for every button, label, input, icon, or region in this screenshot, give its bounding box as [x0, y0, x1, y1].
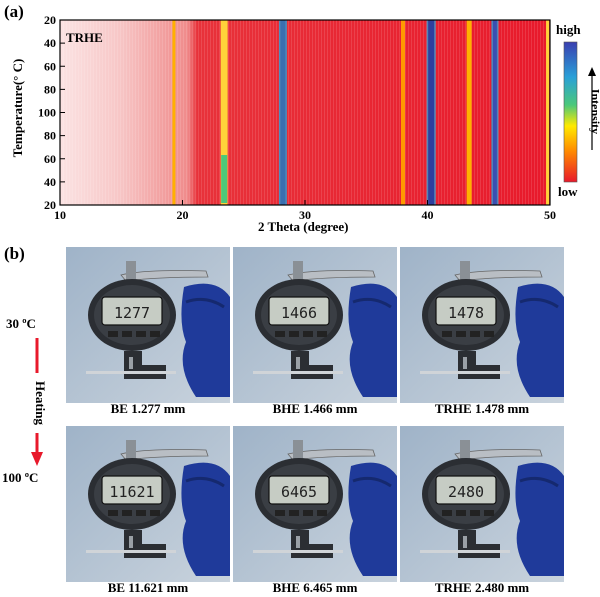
photo-caption: BE 11.621 mm — [107, 580, 189, 595]
y-tick-label: 80 — [44, 129, 56, 143]
colorbar-high-label: high — [556, 22, 581, 37]
photo-caption: TRHE 1.478 mm — [434, 401, 530, 416]
caliper-photo: 11621 — [66, 426, 230, 582]
caliper-photo-svg: 1478 — [400, 247, 564, 403]
peak-band — [220, 20, 228, 205]
peak-band-highlight — [221, 155, 228, 203]
caliper-photo-svg: 11621 — [66, 426, 230, 582]
y-tick-label: 40 — [44, 36, 56, 50]
caliper-photo: 6465 — [233, 426, 397, 582]
y-tick-label: 100 — [38, 106, 56, 120]
photo-caption: BHE 6.465 mm — [272, 580, 358, 595]
photo-caption: BE 1.277 mm — [110, 401, 186, 416]
panel-b-label: (b) — [4, 244, 25, 263]
temperature-start-label: 30 ºC — [6, 316, 36, 331]
y-tick-label: 60 — [44, 152, 56, 166]
caliper-display-text: 6465 — [281, 483, 317, 501]
caliper-display-text: 1466 — [281, 304, 317, 322]
caliper-display-text: 11621 — [109, 483, 154, 501]
heatmap-texture — [60, 20, 550, 205]
x-tick-label: 40 — [422, 208, 434, 222]
caliper-photo: 1277 — [66, 247, 230, 403]
y-tick-label: 20 — [44, 13, 56, 27]
y-tick-label: 20 — [44, 198, 56, 212]
caliper-display-text: 1478 — [448, 304, 484, 322]
y-tick-label: 80 — [44, 82, 56, 96]
inset-label: TRHE — [66, 30, 103, 45]
x-axis-title: 2 Theta (degree) — [258, 219, 349, 234]
colorbar-intensity-label: Intensity — [588, 88, 600, 135]
temperature-end-label: 100 ºC — [2, 470, 39, 485]
colorbar-arrow — [588, 67, 596, 150]
caliper-photo-svg: 1277 — [66, 247, 230, 403]
x-tick-label: 30 — [299, 208, 311, 222]
peak-band — [401, 20, 405, 205]
colorbar-low-label: low — [558, 184, 578, 199]
peak-band — [492, 20, 497, 205]
x-tick-label: 10 — [54, 208, 66, 222]
caliper-display-text: 1277 — [114, 304, 150, 322]
y-tick-label: 60 — [44, 59, 56, 73]
caliper-photo-svg: 2480 — [400, 426, 564, 582]
photo-caption: BHE 1.466 mm — [272, 401, 358, 416]
caliper-photo: 1466 — [233, 247, 397, 403]
caliper-photo: 2480 — [400, 426, 564, 582]
panel-a-label: (a) — [4, 2, 24, 21]
caliper-photo-svg: 1466 — [233, 247, 397, 403]
peak-band — [466, 20, 472, 205]
caliper-photo: 1478 — [400, 247, 564, 403]
peak-band — [280, 20, 286, 205]
y-tick-label: 40 — [44, 175, 56, 189]
colorbar — [563, 41, 578, 183]
x-tick-label: 50 — [544, 208, 556, 222]
peak-band — [172, 20, 176, 205]
heating-label: Heating — [32, 373, 48, 433]
photo-caption: TRHE 2.480 mm — [434, 580, 530, 595]
caliper-display-text: 2480 — [448, 483, 484, 501]
x-tick-label: 20 — [177, 208, 189, 222]
caliper-photo-svg: 6465 — [233, 426, 397, 582]
peak-band — [428, 20, 435, 205]
peak-band — [546, 20, 550, 205]
